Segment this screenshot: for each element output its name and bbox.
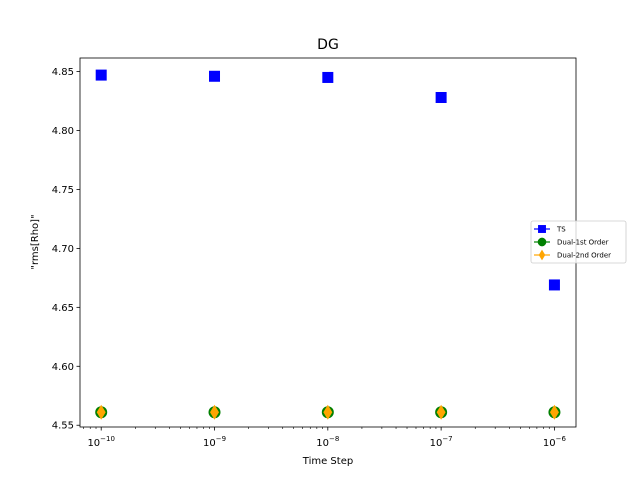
x-tick-label: 10−6 xyxy=(543,435,567,449)
x-tick-label: 10−10 xyxy=(87,435,115,449)
legend-label: TS xyxy=(556,226,566,234)
legend-marker xyxy=(537,237,547,247)
data-point-1 xyxy=(548,279,560,291)
x-axis-label: Time Step xyxy=(302,456,353,467)
x-tick-label: 10−8 xyxy=(316,435,339,449)
y-tick-label: 4.80 xyxy=(52,126,74,137)
y-tick-label: 4.65 xyxy=(52,303,74,314)
x-tick-label: 10−7 xyxy=(430,435,453,449)
legend-marker xyxy=(538,225,546,233)
data-point-1 xyxy=(95,69,107,81)
x-tick-label: 10−9 xyxy=(203,435,226,449)
data-point-3 xyxy=(96,404,106,420)
data-point-3 xyxy=(210,404,220,420)
data-point-3 xyxy=(549,404,559,420)
axes-frame xyxy=(79,57,577,428)
data-point-3 xyxy=(323,404,333,420)
plot-area: 10−10 10−9 10−8 10−7 10−6 4.55 4.60 4.65 4.70 4.7… xyxy=(52,57,577,449)
legend-box xyxy=(530,220,627,264)
legend-label: Dual-2nd Order xyxy=(557,252,611,260)
chart-title: DG xyxy=(317,37,339,53)
legend-label: Dual-1st Order xyxy=(557,239,609,247)
legend: TS Dual-1st Order Dual-2nd Order xyxy=(530,220,627,264)
data-point-1 xyxy=(322,71,334,83)
data-point-3 xyxy=(436,404,446,420)
y-tick-label: 4.75 xyxy=(52,185,74,196)
y-tick-label: 4.85 xyxy=(52,67,74,78)
y-tick-label: 4.60 xyxy=(52,362,74,373)
y-tick-label: 4.70 xyxy=(52,244,74,255)
data-point-1 xyxy=(435,91,447,103)
y-tick-label: 4.55 xyxy=(52,421,74,432)
data-point-1 xyxy=(209,70,221,82)
y-axis-label: "rms[Rho]" xyxy=(30,214,41,269)
legend-marker xyxy=(538,249,546,261)
